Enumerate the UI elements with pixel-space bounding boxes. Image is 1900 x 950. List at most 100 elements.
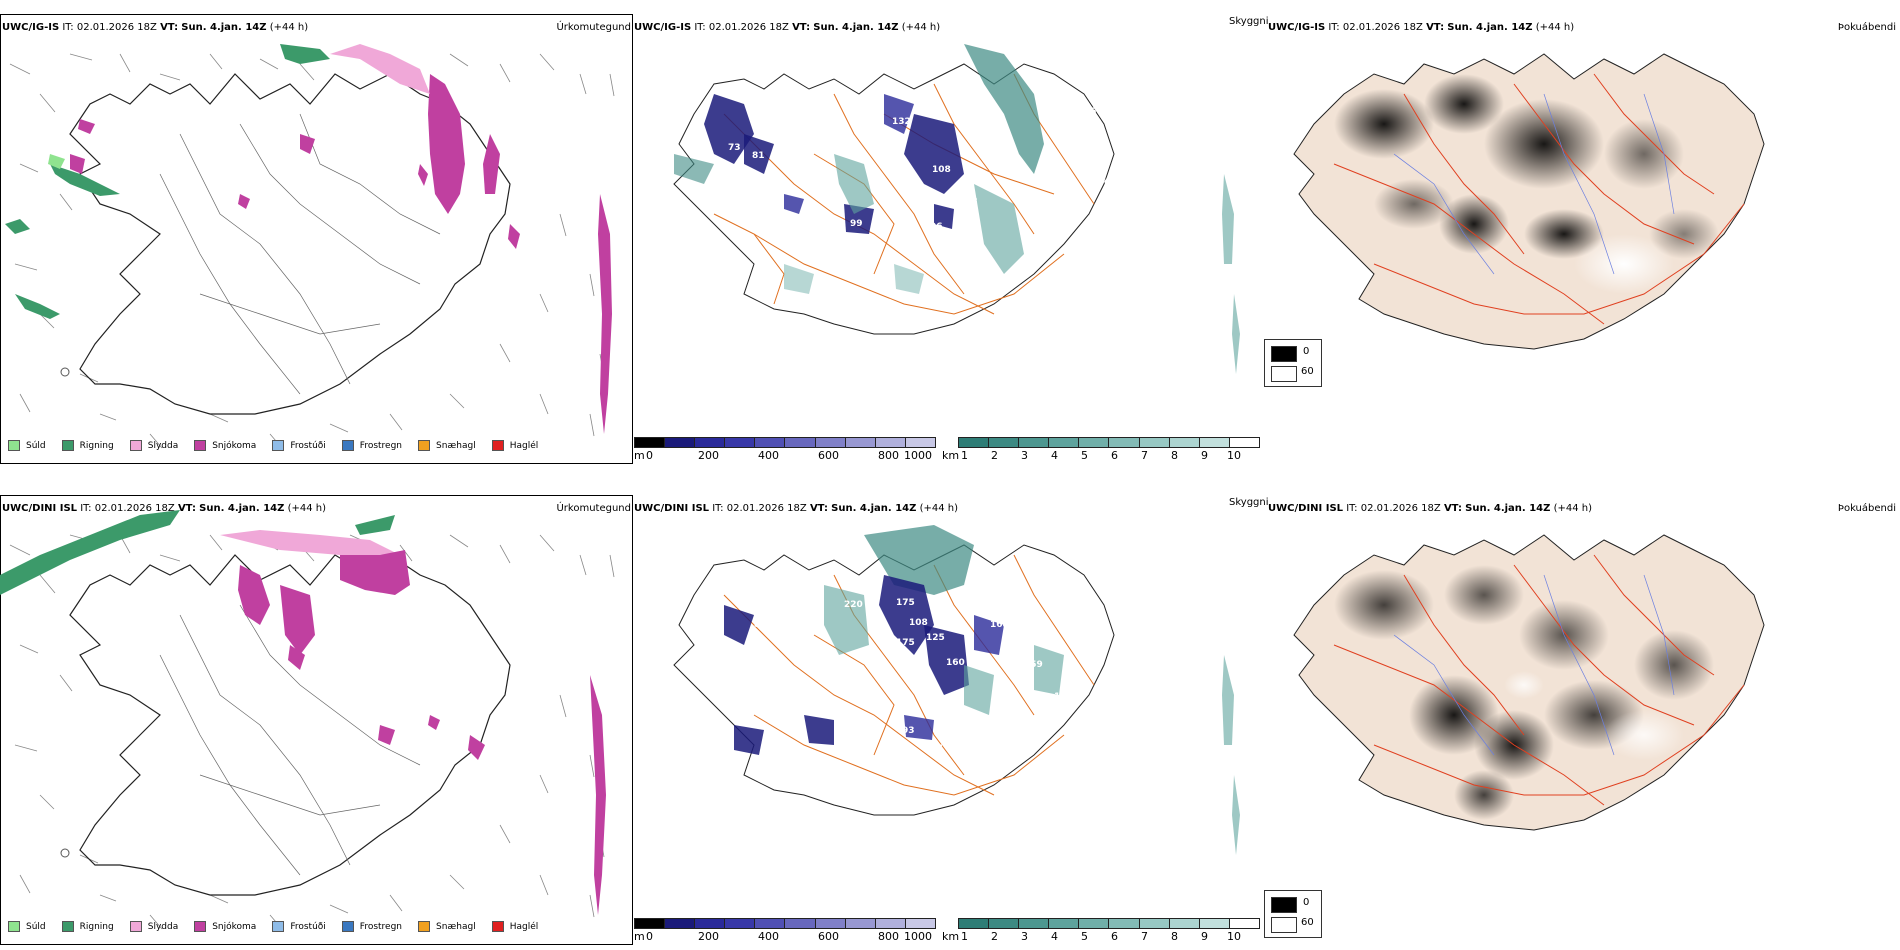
- visibility-tick: 5: [1081, 930, 1088, 943]
- visibility-tick: 8: [1171, 449, 1178, 462]
- legend-item: Snjókoma: [194, 440, 256, 451]
- ceiling-tick: 200: [698, 930, 719, 943]
- lead-time: (+44 h): [919, 503, 958, 514]
- model-name: UWC/IG-IS: [1268, 22, 1326, 33]
- ceiling-label: 168: [990, 620, 1009, 630]
- legend-item: Slydda: [129, 440, 178, 451]
- ceiling-tick: 800: [878, 449, 899, 462]
- legend-item: Haglél: [491, 921, 538, 932]
- fog-tick: 60: [1301, 917, 1314, 928]
- model-name: UWC/IG-IS: [634, 22, 692, 33]
- ceiling-label: 73: [728, 143, 741, 153]
- ceiling-label: 108: [932, 165, 951, 175]
- visibility-tick: 1: [961, 930, 968, 943]
- ceiling-label: 125: [926, 633, 945, 643]
- ceiling-tick: 600: [818, 930, 839, 943]
- ceiling-label: 175: [896, 638, 915, 648]
- visibility-tick: 6: [1111, 449, 1118, 462]
- visibility-tick: 1: [961, 449, 968, 462]
- it-label: IT:: [694, 22, 706, 33]
- ceiling-colorbar-bottom: [634, 918, 936, 929]
- ceiling-label: 460: [1104, 177, 1123, 187]
- visibility-tick: 10: [1227, 449, 1241, 462]
- ceiling-label: 950: [1084, 107, 1103, 117]
- legend-item: Slydda: [129, 921, 178, 932]
- ceiling-label: 87: [776, 153, 789, 163]
- legend-item: Snjókoma: [194, 921, 256, 932]
- legend-item: Frostregn: [341, 440, 402, 451]
- vt-value: Sun. 4.jan. 14Z: [199, 503, 285, 514]
- fog-tick: 0: [1303, 346, 1310, 357]
- it-label: IT:: [80, 503, 92, 514]
- visibility-tick: 2: [991, 449, 998, 462]
- it-value: 02.01.2026 18Z: [76, 22, 157, 33]
- vt-value: Sun. 4.jan. 14Z: [813, 22, 899, 33]
- vt-value: Sun. 4.jan. 14Z: [1447, 22, 1533, 33]
- vt-value: Sun. 4.jan. 14Z: [1465, 503, 1551, 514]
- precip-legend-bottom: Súld Rigning Slydda Snjókoma Frostúði Fr…: [8, 921, 554, 932]
- fog-tick: 0: [1303, 897, 1310, 908]
- it-value: 02.01.2026 18Z: [94, 503, 175, 514]
- visibility-tick: 7: [1141, 930, 1148, 943]
- ceiling-label: 160: [946, 658, 965, 668]
- it-value: 02.01.2026 18Z: [1360, 503, 1441, 514]
- visibility-tick: 7: [1141, 449, 1148, 462]
- precip-map-bottom: [0, 495, 633, 945]
- fog-panel-top: UWC/IG-IS IT: 02.01.2026 18Z VT: Sun. 4.…: [1264, 14, 1900, 464]
- ceiling-tick: 400: [758, 449, 779, 462]
- cloud-panel-top: UWC/IG-IS IT: 02.01.2026 18Z VT: Sun. 4.…: [634, 14, 1269, 464]
- legend-item: Haglél: [491, 440, 538, 451]
- fog-header-bottom: UWC/DINI ISL IT: 02.01.2026 18Z VT: Sun.…: [1268, 503, 1592, 515]
- ceiling-label: 83: [1008, 738, 1021, 748]
- ceiling-tick: 600: [818, 449, 839, 462]
- ceiling-tick: 1000: [904, 449, 932, 462]
- vt-value: Sun. 4.jan. 14Z: [181, 22, 267, 33]
- fog-map-top: [1293, 53, 1765, 350]
- visibility-tick: 9: [1201, 449, 1208, 462]
- ceiling-tick: 0: [646, 449, 653, 462]
- ceiling-areas: [674, 44, 1240, 374]
- it-label: IT:: [62, 22, 74, 33]
- legend-item: Snæhagl: [418, 921, 476, 932]
- visibility-tick: 3: [1021, 449, 1028, 462]
- ceiling-label: 159: [824, 676, 843, 686]
- legend-item: Snæhagl: [418, 440, 476, 451]
- ceiling-label: 96: [930, 222, 943, 232]
- ceiling-unit: m: [634, 930, 645, 943]
- vt-label: VT:: [809, 503, 828, 514]
- precip-panel-bottom: UWC/DINI ISL IT: 02.01.2026 18Z VT: Sun.…: [0, 495, 633, 945]
- ceiling-label: 159: [1024, 660, 1043, 670]
- ceiling-tick: 0: [646, 930, 653, 943]
- visibility-tick: 10: [1227, 930, 1241, 943]
- vt-label: VT:: [177, 503, 196, 514]
- ceiling-label: 81: [752, 151, 765, 161]
- ceiling-tick: 200: [698, 449, 719, 462]
- ceiling-label: 120: [950, 726, 969, 736]
- legend-item: Frostúði: [272, 921, 326, 932]
- visibility-tick: 4: [1051, 449, 1058, 462]
- iceland-outline: [69, 73, 511, 415]
- ceiling-label: 89: [754, 620, 767, 630]
- ceiling-label: 175: [896, 598, 915, 608]
- it-label: IT:: [1328, 22, 1340, 33]
- ceiling-label: 93: [902, 726, 915, 736]
- precip-areas: [5, 44, 612, 434]
- it-value: 02.01.2026 18Z: [708, 22, 789, 33]
- legend-item: Frostúði: [272, 440, 326, 451]
- lead-time: (+44 h): [1535, 22, 1575, 33]
- precip-legend-top: Súld Rigning Slydda Snjókoma Frostúði Fr…: [8, 440, 554, 451]
- model-name: UWC/DINI ISL: [634, 503, 710, 514]
- legend-item: Súld: [8, 921, 46, 932]
- visibility-tick: 4: [1051, 930, 1058, 943]
- ceiling-label: 146: [966, 740, 985, 750]
- ceiling-label: 157: [774, 135, 793, 145]
- ceiling-label: 119: [1054, 742, 1073, 752]
- ceiling-label: 107: [924, 744, 943, 754]
- it-value: 02.01.2026 18Z: [726, 503, 807, 514]
- visibility-tick: 9: [1201, 930, 1208, 943]
- legend-item: Súld: [8, 440, 46, 451]
- visibility-tick: 3: [1021, 930, 1028, 943]
- legend-item: Rigning: [61, 921, 114, 932]
- it-value: 02.01.2026 18Z: [1342, 22, 1423, 33]
- ceiling-label: 132: [892, 117, 911, 127]
